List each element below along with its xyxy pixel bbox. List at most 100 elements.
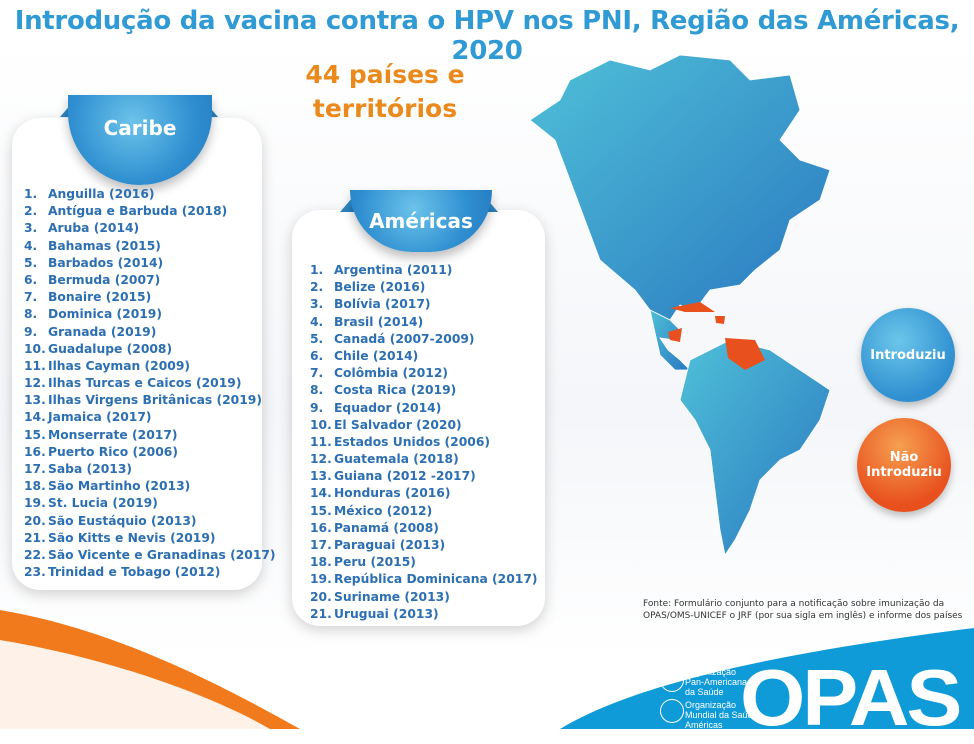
- list-item: 3. Bolívia (2017): [310, 297, 538, 314]
- list-item: 8. Dominica (2019): [24, 307, 276, 324]
- item-number: 13.: [310, 469, 332, 484]
- item-number: 15.: [310, 503, 332, 518]
- item-label: Dominica (2019): [48, 307, 162, 322]
- item-label: São Kitts e Nevis (2019): [48, 530, 216, 545]
- list-item: 5. Barbados (2014): [24, 256, 276, 273]
- item-number: 1.: [310, 263, 324, 277]
- item-number: 3.: [310, 297, 324, 312]
- list-item: 22. São Vicente e Granadinas (2017): [24, 548, 276, 565]
- item-label: Trinidad e Tobago (2012): [48, 565, 221, 580]
- opas-logo: OPAS: [740, 653, 962, 742]
- list-item: 3. Aruba (2014): [24, 221, 276, 238]
- item-number: 2.: [24, 204, 38, 219]
- source-note: Fonte: Formulário conjunto para a notifi…: [643, 598, 962, 622]
- item-label: Jamaica (2017): [48, 410, 152, 425]
- item-label: Argentina (2011): [334, 263, 453, 277]
- item-number: 12.: [310, 452, 332, 467]
- list-item: 12. Ilhas Turcas e Caicos (2019): [24, 376, 276, 393]
- white-wave: [0, 640, 270, 729]
- item-label: Ilhas Cayman (2009): [48, 358, 191, 373]
- item-number: 14.: [24, 410, 46, 425]
- list-item: 4. Brasil (2014): [310, 315, 538, 332]
- list-item: 2. Antígua e Barbuda (2018): [24, 204, 276, 221]
- list-item: 7. Bonaire (2015): [24, 290, 276, 307]
- source-line-1: Fonte: Formulário conjunto para a notifi…: [643, 599, 945, 609]
- item-number: 8.: [310, 383, 324, 398]
- list-item: 11. Ilhas Cayman (2009): [24, 359, 276, 376]
- list-item: 16. Panamá (2008): [310, 521, 538, 538]
- item-label: Honduras (2016): [334, 486, 451, 501]
- list-item: 8. Costa Rica (2019): [310, 383, 538, 400]
- list-item: 1. Anguilla (2016): [24, 187, 276, 204]
- list-item: 5. Canadá (2007-2009): [310, 332, 538, 349]
- south-america-shape: [679, 339, 831, 557]
- item-label: El Salvador (2020): [334, 417, 462, 432]
- list-item: 7. Colômbia (2012): [310, 366, 538, 383]
- list-item: 21. Uruguai (2013): [310, 607, 538, 624]
- item-label: Barbados (2014): [48, 255, 164, 270]
- list-item: 2. Belize (2016): [310, 280, 538, 297]
- not-introduced-haiti: [715, 316, 725, 324]
- item-label: Guiana (2012 -2017): [334, 469, 476, 484]
- item-label: Anguilla (2016): [48, 187, 155, 201]
- item-number: 9.: [24, 324, 38, 339]
- americas-card: [292, 210, 545, 626]
- item-number: 4.: [310, 314, 324, 329]
- item-number: 21.: [310, 606, 332, 621]
- caribe-card: [12, 118, 262, 590]
- item-number: 13.: [24, 393, 46, 408]
- list-item: 21. São Kitts e Nevis (2019): [24, 531, 276, 548]
- not-introduced-nicaragua: [668, 328, 682, 342]
- item-number: 10.: [310, 417, 332, 432]
- item-label: Suriname (2013): [334, 589, 450, 604]
- list-item: 16. Puerto Rico (2006): [24, 445, 276, 462]
- item-label: Antígua e Barbuda (2018): [48, 204, 228, 219]
- item-number: 6.: [310, 348, 324, 363]
- item-number: 20.: [24, 513, 46, 528]
- list-item: 10. El Salvador (2020): [310, 418, 538, 435]
- list-item: 14. Honduras (2016): [310, 486, 538, 503]
- item-label: Colômbia (2012): [334, 366, 449, 381]
- item-number: 11.: [310, 434, 332, 449]
- list-item: 9. Equador (2014): [310, 401, 538, 418]
- item-number: 19.: [24, 496, 46, 511]
- list-item: 23. Trinidad e Tobago (2012): [24, 565, 276, 582]
- item-number: 7.: [310, 366, 324, 381]
- who-name: Organização Mundial da Saúde Américas: [685, 700, 758, 730]
- item-label: Belize (2016): [334, 280, 426, 295]
- list-item: 14. Jamaica (2017): [24, 410, 276, 427]
- item-label: Monserrate (2017): [48, 427, 178, 442]
- page-title: Introdução da vacina contra o HPV nos PN…: [14, 6, 960, 66]
- list-item: 13. Ilhas Virgens Britânicas (2019): [24, 393, 276, 410]
- caribe-list: 1. Anguilla (2016) 2. Antígua e Barbuda (20…: [24, 187, 276, 582]
- list-item: 20. Suriname (2013): [310, 590, 538, 607]
- list-item: 9. Granada (2019): [24, 325, 276, 342]
- list-item: 13. Guiana (2012 -2017): [310, 469, 538, 486]
- item-label: México (2012): [334, 503, 433, 518]
- list-item: 6. Bermuda (2007): [24, 273, 276, 290]
- item-number: 3.: [24, 221, 38, 236]
- who-emblem-icon: [660, 699, 684, 723]
- list-item: 15. México (2012): [310, 504, 538, 521]
- item-label: Estados Unidos (2006): [334, 434, 491, 449]
- item-number: 23.: [24, 565, 46, 580]
- item-label: Saba (2013): [48, 462, 133, 476]
- item-label: Bahamas (2015): [48, 238, 161, 253]
- item-label: Aruba (2014): [48, 221, 140, 236]
- list-item: 10. Guadalupe (2008): [24, 342, 276, 359]
- item-number: 8.: [24, 307, 38, 322]
- item-number: 19.: [310, 572, 332, 587]
- not-introduced-venezuela: [725, 338, 765, 370]
- item-label: Equador (2014): [334, 400, 442, 415]
- item-label: Granada (2019): [48, 324, 157, 339]
- count-line-2: territórios: [312, 94, 458, 123]
- item-label: Guadalupe (2008): [48, 341, 173, 356]
- americas-title: Américas: [369, 209, 473, 233]
- legend-not-introduced: Não Introduziu: [857, 418, 951, 512]
- list-item: 11. Estados Unidos (2006): [310, 435, 538, 452]
- item-number: 11.: [24, 358, 46, 373]
- list-item: 1. Argentina (2011): [310, 263, 538, 280]
- item-label: São Eustáquio (2013): [48, 513, 197, 528]
- item-label: Ilhas Virgens Britânicas (2019): [48, 393, 262, 408]
- item-label: Brasil (2014): [334, 314, 424, 329]
